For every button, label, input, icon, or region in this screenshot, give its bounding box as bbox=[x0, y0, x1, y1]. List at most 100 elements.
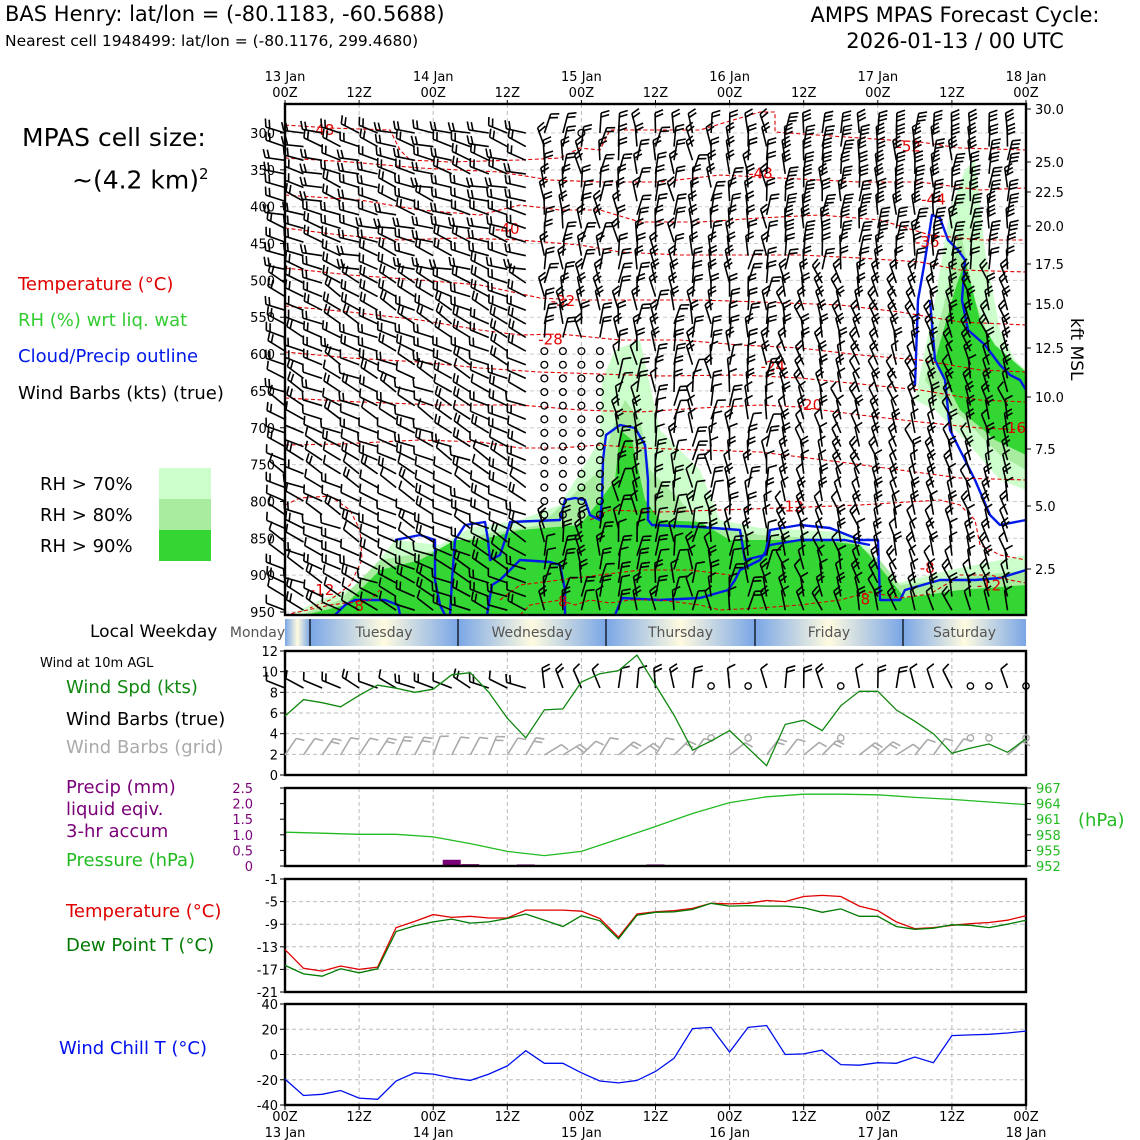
wind-barb bbox=[301, 378, 323, 393]
wind-barb bbox=[760, 435, 770, 461]
wind-barb bbox=[813, 489, 823, 516]
wind-barb bbox=[378, 263, 397, 284]
calm-wind-marker bbox=[540, 442, 549, 451]
wind-barb bbox=[911, 122, 922, 147]
wind-barb bbox=[453, 507, 471, 530]
wind-barb bbox=[377, 484, 397, 502]
wind-barb bbox=[649, 585, 659, 611]
wind-barb bbox=[266, 306, 286, 325]
wind-barb bbox=[299, 148, 323, 162]
wind-barb bbox=[452, 668, 471, 689]
wind-barb bbox=[503, 162, 526, 175]
wind-barb bbox=[728, 272, 738, 297]
temperature-contour bbox=[284, 589, 381, 616]
wind-barb bbox=[969, 246, 981, 270]
wind-barb bbox=[373, 218, 397, 230]
wind-barb bbox=[357, 323, 378, 339]
wind-barb bbox=[397, 277, 416, 298]
wind-barb bbox=[858, 123, 870, 147]
wind-barb bbox=[667, 244, 678, 270]
calm-wind-marker bbox=[577, 497, 586, 506]
wind-barb bbox=[747, 302, 761, 325]
wind-barb bbox=[557, 244, 567, 270]
wind-barb bbox=[793, 299, 805, 325]
temperature-line bbox=[284, 894, 1027, 972]
wind-barb bbox=[668, 517, 677, 543]
top-date-label: 13 Jan bbox=[265, 70, 306, 85]
grid-wind-barb bbox=[339, 737, 360, 756]
wind-barb bbox=[965, 476, 975, 502]
wind-barb bbox=[489, 304, 508, 325]
wind-barb bbox=[743, 176, 754, 202]
weekday-cell bbox=[285, 619, 310, 646]
wind-barb bbox=[869, 339, 879, 366]
wind-barb bbox=[321, 671, 341, 689]
wind-barb bbox=[706, 162, 716, 188]
wind-barb bbox=[999, 489, 1009, 516]
wind-barb bbox=[930, 231, 941, 256]
wind-barb bbox=[504, 242, 526, 257]
pressure-tick-label: 800 bbox=[250, 495, 275, 510]
wind-barb bbox=[377, 278, 397, 298]
wind-barb bbox=[489, 345, 508, 366]
wind-barb bbox=[944, 367, 954, 393]
wind-barb bbox=[471, 453, 490, 475]
wind-barb bbox=[485, 256, 508, 271]
wind-barb bbox=[821, 137, 833, 161]
wind-barb bbox=[942, 421, 953, 447]
wind-barb bbox=[960, 490, 972, 516]
wind-barb bbox=[433, 456, 453, 475]
wind-barb bbox=[555, 285, 565, 311]
wind-barb bbox=[960, 422, 972, 447]
wind-barb bbox=[926, 407, 935, 434]
wind-barb bbox=[848, 326, 860, 352]
wind-barb bbox=[433, 224, 453, 243]
wind-barb bbox=[649, 298, 659, 325]
bottom-date-label: 18 Jan bbox=[1006, 1126, 1047, 1140]
wind-barb bbox=[302, 335, 323, 352]
temperature-contour bbox=[284, 397, 1027, 431]
wind-barb bbox=[576, 271, 587, 297]
wind-barb bbox=[630, 380, 639, 406]
kft-tick-label: 2.5 bbox=[1035, 563, 1056, 578]
wind-barb bbox=[490, 331, 508, 352]
y-tick-label: -20 bbox=[257, 1074, 278, 1089]
cloud-outline bbox=[913, 213, 1028, 391]
wind-barb bbox=[560, 272, 570, 297]
cell-size-sup: 2 bbox=[199, 165, 209, 183]
top-hour-label: 12Z bbox=[495, 86, 521, 101]
y-tick-label: -5 bbox=[265, 896, 278, 911]
wind-barb bbox=[747, 340, 757, 365]
wind-barb bbox=[302, 280, 323, 298]
wind-barb bbox=[744, 476, 753, 502]
wind-barb bbox=[854, 421, 863, 447]
wind-barb bbox=[430, 215, 452, 230]
wind-barb bbox=[910, 408, 919, 434]
wind-barb bbox=[760, 339, 770, 365]
wind-barb bbox=[966, 544, 976, 570]
wind-barb bbox=[765, 450, 775, 474]
wind-barb bbox=[874, 149, 885, 174]
legend-rh90-label: RH > 90% bbox=[40, 536, 133, 557]
wind-barb bbox=[561, 204, 571, 229]
wind-barb bbox=[412, 378, 434, 393]
wind-barb bbox=[959, 462, 972, 488]
wind-barb bbox=[285, 591, 304, 611]
wind-barb bbox=[631, 476, 641, 502]
wind-barb bbox=[543, 246, 555, 270]
wind-barb bbox=[506, 581, 527, 598]
wind-barb bbox=[927, 367, 937, 393]
wind-barb bbox=[283, 540, 304, 557]
wind-barb bbox=[321, 540, 341, 557]
grid-wind-barb bbox=[395, 736, 414, 756]
wind-barb bbox=[636, 547, 650, 570]
wind-barb bbox=[324, 343, 342, 366]
wind-barb bbox=[338, 391, 360, 407]
wind-barb bbox=[780, 476, 789, 502]
wind-barb bbox=[710, 136, 720, 161]
wind-barb bbox=[337, 228, 360, 243]
grid-wind-barb bbox=[803, 741, 828, 756]
wind-barb bbox=[395, 579, 416, 598]
wind-barb bbox=[320, 159, 341, 175]
wind-barb bbox=[794, 421, 805, 447]
